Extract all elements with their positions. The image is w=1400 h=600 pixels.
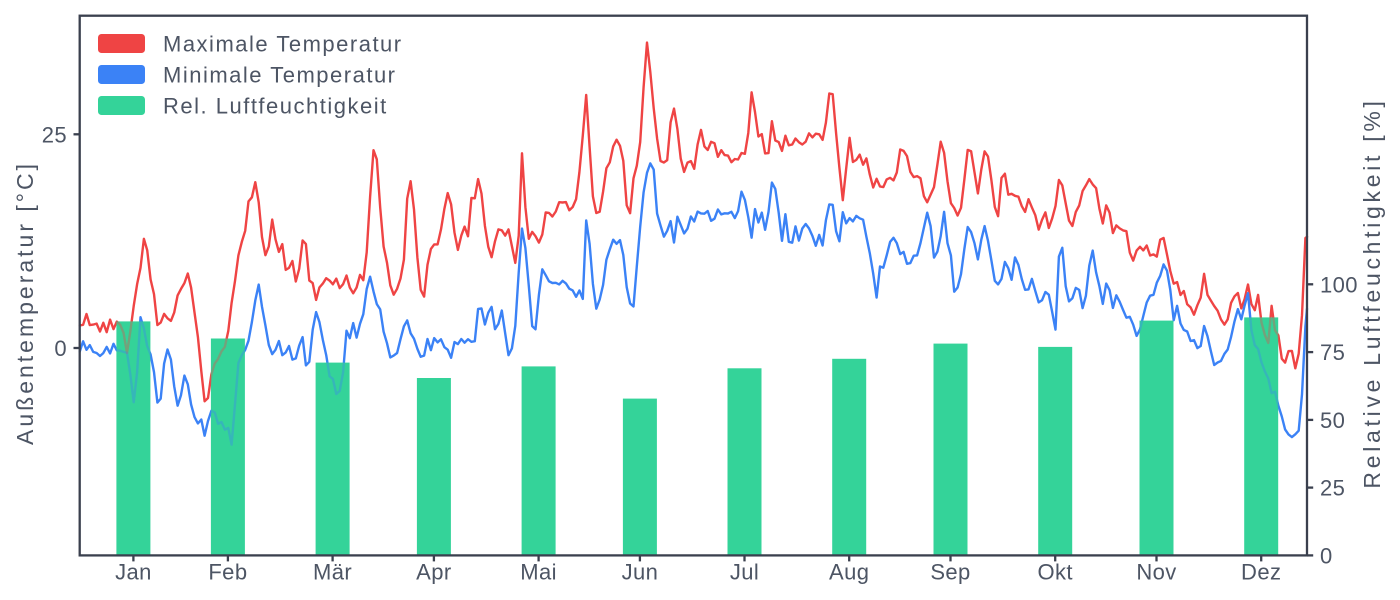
svg-text:Okt: Okt <box>1037 560 1072 585</box>
svg-text:0: 0 <box>54 336 67 361</box>
svg-text:Jun: Jun <box>622 560 659 585</box>
svg-text:Minimale Temperatur: Minimale Temperatur <box>163 63 397 88</box>
svg-text:75: 75 <box>1320 340 1345 365</box>
svg-text:100: 100 <box>1320 272 1358 297</box>
svg-text:Relative Luftfeuchtigkeit [%]: Relative Luftfeuchtigkeit [%] <box>1359 97 1385 488</box>
svg-text:0: 0 <box>1320 543 1333 568</box>
svg-text:Aug: Aug <box>829 560 869 585</box>
svg-text:Dez: Dez <box>1241 560 1281 585</box>
svg-text:Nov: Nov <box>1136 560 1176 585</box>
svg-text:25: 25 <box>42 122 67 147</box>
svg-text:Maximale Temperatur: Maximale Temperatur <box>163 32 403 57</box>
svg-text:Außentemperatur [°C]: Außentemperatur [°C] <box>12 161 38 445</box>
svg-text:Mär: Mär <box>313 560 352 585</box>
svg-text:Apr: Apr <box>416 560 451 585</box>
svg-text:Jan: Jan <box>115 560 152 585</box>
svg-text:Sep: Sep <box>930 560 970 585</box>
svg-text:Mai: Mai <box>520 560 557 585</box>
svg-text:Rel. Luftfeuchtigkeit: Rel. Luftfeuchtigkeit <box>163 94 388 119</box>
svg-text:25: 25 <box>1320 476 1345 501</box>
svg-text:Feb: Feb <box>208 560 247 585</box>
svg-text:Jul: Jul <box>730 560 759 585</box>
svg-text:50: 50 <box>1320 408 1345 433</box>
